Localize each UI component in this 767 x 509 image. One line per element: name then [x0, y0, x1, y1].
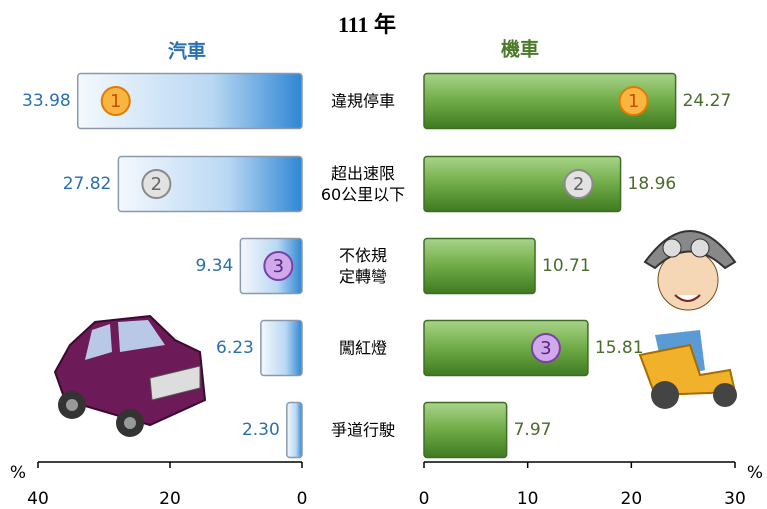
x-tick-label: 30 — [724, 489, 746, 509]
car-illustration — [53, 314, 207, 437]
rank-label: 3 — [540, 338, 551, 359]
value-label: 6.23 — [216, 338, 254, 358]
axis-unit: % — [10, 463, 26, 483]
category-label: 闖紅燈 — [338, 338, 387, 358]
bar — [117, 155, 303, 213]
bar — [423, 319, 589, 377]
rank-label: 1 — [110, 91, 121, 112]
rank-label: 1 — [628, 91, 639, 112]
value-label: 15.81 — [595, 338, 644, 358]
rank-badge — [563, 169, 594, 199]
rank-label: 2 — [151, 174, 162, 195]
value-label: 18.96 — [628, 174, 677, 194]
category-label: 超出速限 60公里以下 — [320, 164, 406, 204]
rank-badge — [141, 169, 172, 199]
rank-badge — [530, 333, 561, 363]
x-tick-label: 20 — [159, 489, 181, 509]
value-label: 7.97 — [514, 420, 552, 440]
bar — [76, 72, 303, 130]
x-tick-label: 0 — [297, 489, 308, 509]
category-label: 違規停車 — [330, 91, 395, 111]
scooter-illustration — [638, 230, 737, 409]
chart-title: 111 年 — [338, 12, 396, 37]
rank-badge — [263, 251, 294, 281]
rank-label: 3 — [273, 256, 284, 277]
value-label: 24.27 — [683, 91, 732, 111]
value-label: 33.98 — [22, 91, 71, 111]
value-label: 2.30 — [242, 420, 280, 440]
value-label: 10.71 — [542, 256, 591, 276]
x-tick-label: 40 — [27, 489, 49, 509]
category-label: 爭道行駛 — [330, 420, 395, 440]
series-name: 機車 — [501, 38, 539, 61]
bar — [423, 401, 508, 459]
x-tick-label: 20 — [621, 489, 643, 509]
rank-badge — [100, 86, 131, 116]
bar — [260, 319, 303, 377]
bar — [423, 155, 622, 213]
bar — [423, 237, 536, 295]
bar — [423, 72, 677, 130]
category-label: 不依規 定轉彎 — [338, 246, 387, 286]
rank-badge — [618, 86, 649, 116]
rank-label: 2 — [573, 174, 584, 195]
bar — [286, 401, 303, 459]
value-label: 9.34 — [195, 256, 233, 276]
axis-unit: % — [747, 463, 763, 483]
x-tick-label: 10 — [517, 489, 539, 509]
value-label: 27.82 — [63, 174, 112, 194]
x-tick-label: 0 — [419, 489, 430, 509]
series-name: 汽車 — [168, 40, 206, 63]
